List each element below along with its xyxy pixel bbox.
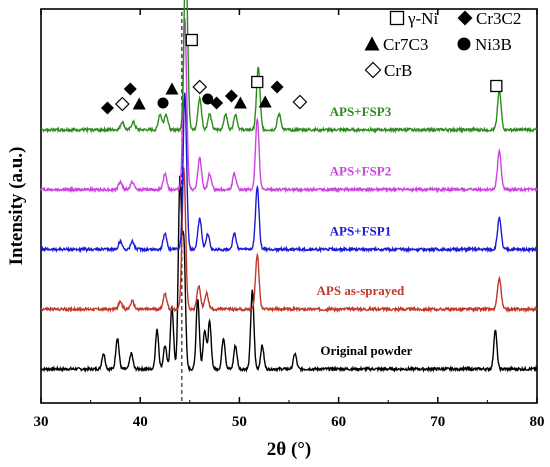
series-line — [40, 17, 538, 194]
triangle-marker-icon — [165, 82, 179, 95]
square-marker-icon — [490, 79, 503, 93]
circle-marker-icon — [457, 37, 471, 51]
circle-marker-icon — [202, 93, 214, 105]
diamond-marker-icon — [210, 96, 224, 110]
series-label: APS+FSP2 — [330, 164, 392, 179]
diamond-marker-icon — [123, 82, 137, 96]
open-diamond-marker-icon — [292, 94, 308, 110]
series-label: APS as-sprayed — [317, 283, 406, 298]
x-tick-label: 40 — [133, 414, 148, 430]
square-marker-icon — [389, 10, 405, 26]
series-label: APS+FSP3 — [330, 104, 392, 119]
legend: γ-Ni Cr3C2 Cr7C3 Ni3B CrB — [364, 9, 521, 80]
circle-marker-icon — [157, 97, 169, 109]
series-line — [40, 175, 538, 373]
x-tick-label: 70 — [430, 414, 445, 430]
x-tick-label: 50 — [232, 414, 247, 430]
triangle-marker-icon — [233, 96, 247, 109]
triangle-marker-icon — [364, 36, 380, 51]
series-label: Original powder — [320, 343, 412, 358]
plot-frame — [40, 8, 538, 404]
open-diamond-marker-icon — [364, 61, 382, 79]
x-tick-label: 30 — [34, 414, 49, 430]
x-tick-labels: 30 40 50 60 70 80 — [34, 414, 545, 430]
series-line — [40, 92, 538, 254]
diamond-marker-icon — [270, 80, 284, 94]
series-line — [40, 0, 538, 134]
diamond-marker-icon — [224, 89, 238, 103]
x-axis-title: 2θ (°) — [267, 439, 311, 460]
series-labels: Original powder APS as-sprayed APS+FSP1 APS… — [317, 104, 413, 358]
square-marker-icon — [251, 75, 264, 89]
series-line — [40, 167, 538, 314]
y-axis-title: Intensity (a.u.) — [6, 147, 27, 266]
x-axis-ticks — [40, 9, 538, 403]
legend-label: Cr3C2 — [476, 9, 521, 28]
legend-label: γ-Ni — [407, 9, 438, 28]
phase-markers — [100, 33, 503, 115]
x-tick-label: 60 — [331, 414, 346, 430]
legend-label: Ni3B — [475, 35, 512, 54]
series-layer — [40, 0, 538, 373]
open-diamond-marker-icon — [114, 96, 130, 112]
legend-label: Cr7C3 — [383, 35, 428, 54]
diamond-marker-icon — [100, 101, 114, 115]
x-tick-label: 80 — [530, 414, 545, 430]
open-diamond-marker-icon — [192, 79, 208, 95]
legend-label: CrB — [384, 61, 412, 80]
diamond-marker-icon — [457, 10, 473, 26]
triangle-marker-icon — [132, 97, 146, 110]
series-label: APS+FSP1 — [330, 223, 392, 238]
square-marker-icon — [185, 33, 198, 47]
triangle-marker-icon — [258, 95, 272, 108]
